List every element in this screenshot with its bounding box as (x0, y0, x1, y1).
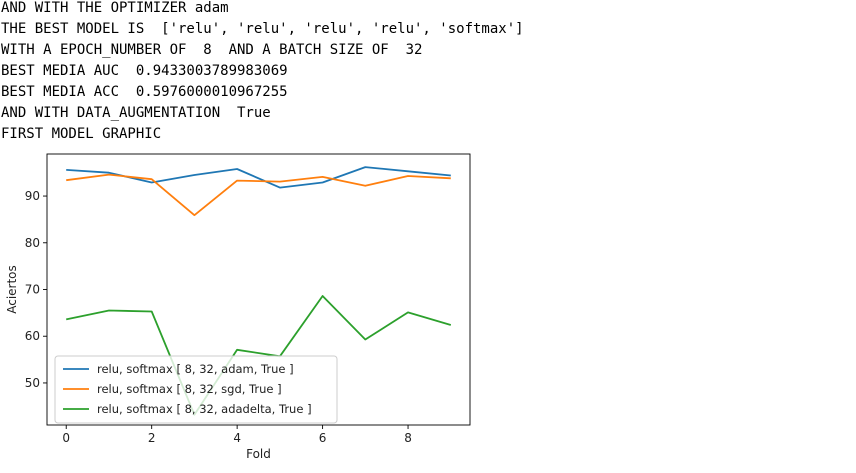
y-tick-label: 80 (25, 236, 40, 250)
output-line-auc: BEST MEDIA AUC 0.9433003789983069 (1, 63, 288, 79)
x-tick-label: 4 (233, 431, 241, 445)
output-line-graphic-title: FIRST MODEL GRAPHIC (1, 126, 162, 142)
y-tick-label: 70 (25, 283, 40, 297)
output-line-optimizer: AND WITH THE OPTIMIZER adam (1, 0, 229, 16)
legend-box (54, 355, 338, 424)
x-tick-label: 0 (62, 431, 70, 445)
series-line-3 (66, 295, 452, 416)
legend-label-3: relu, softmax [ 8, 32, adadelta, True ] (97, 402, 312, 416)
x-axis-label: Fold (246, 447, 271, 461)
legend-label-2: relu, softmax [ 8, 32, sgd, True ] (97, 382, 282, 396)
legend-label-1: relu, softmax [ 8, 32, adam, True ] (97, 362, 294, 376)
output-line-augmentation: AND WITH DATA_AUGMENTATION True (1, 105, 271, 121)
y-tick-label: 90 (25, 189, 40, 203)
x-tick-label: 8 (404, 431, 412, 445)
output-line-epoch-batch: WITH A EPOCH_NUMBER OF 8 AND A BATCH SIZ… (1, 42, 423, 58)
y-axis-label: Aciertos (5, 265, 19, 314)
output-line-best-model: THE BEST MODEL IS ['relu', 'relu', 'relu… (1, 21, 524, 37)
output-line-acc: BEST MEDIA ACC 0.5976000010967255 (1, 84, 288, 100)
series-line-2 (66, 173, 451, 217)
series-line-1 (66, 166, 451, 189)
x-tick-label: 6 (319, 431, 327, 445)
fold-accuracy-chart: 0 2 4 6 8 50 60 70 80 90 Fold Aciertos relu, softma… (5, 153, 471, 461)
y-tick-label: 60 (25, 329, 40, 343)
y-tick-label: 50 (25, 376, 40, 390)
x-tick-label: 2 (148, 431, 156, 445)
